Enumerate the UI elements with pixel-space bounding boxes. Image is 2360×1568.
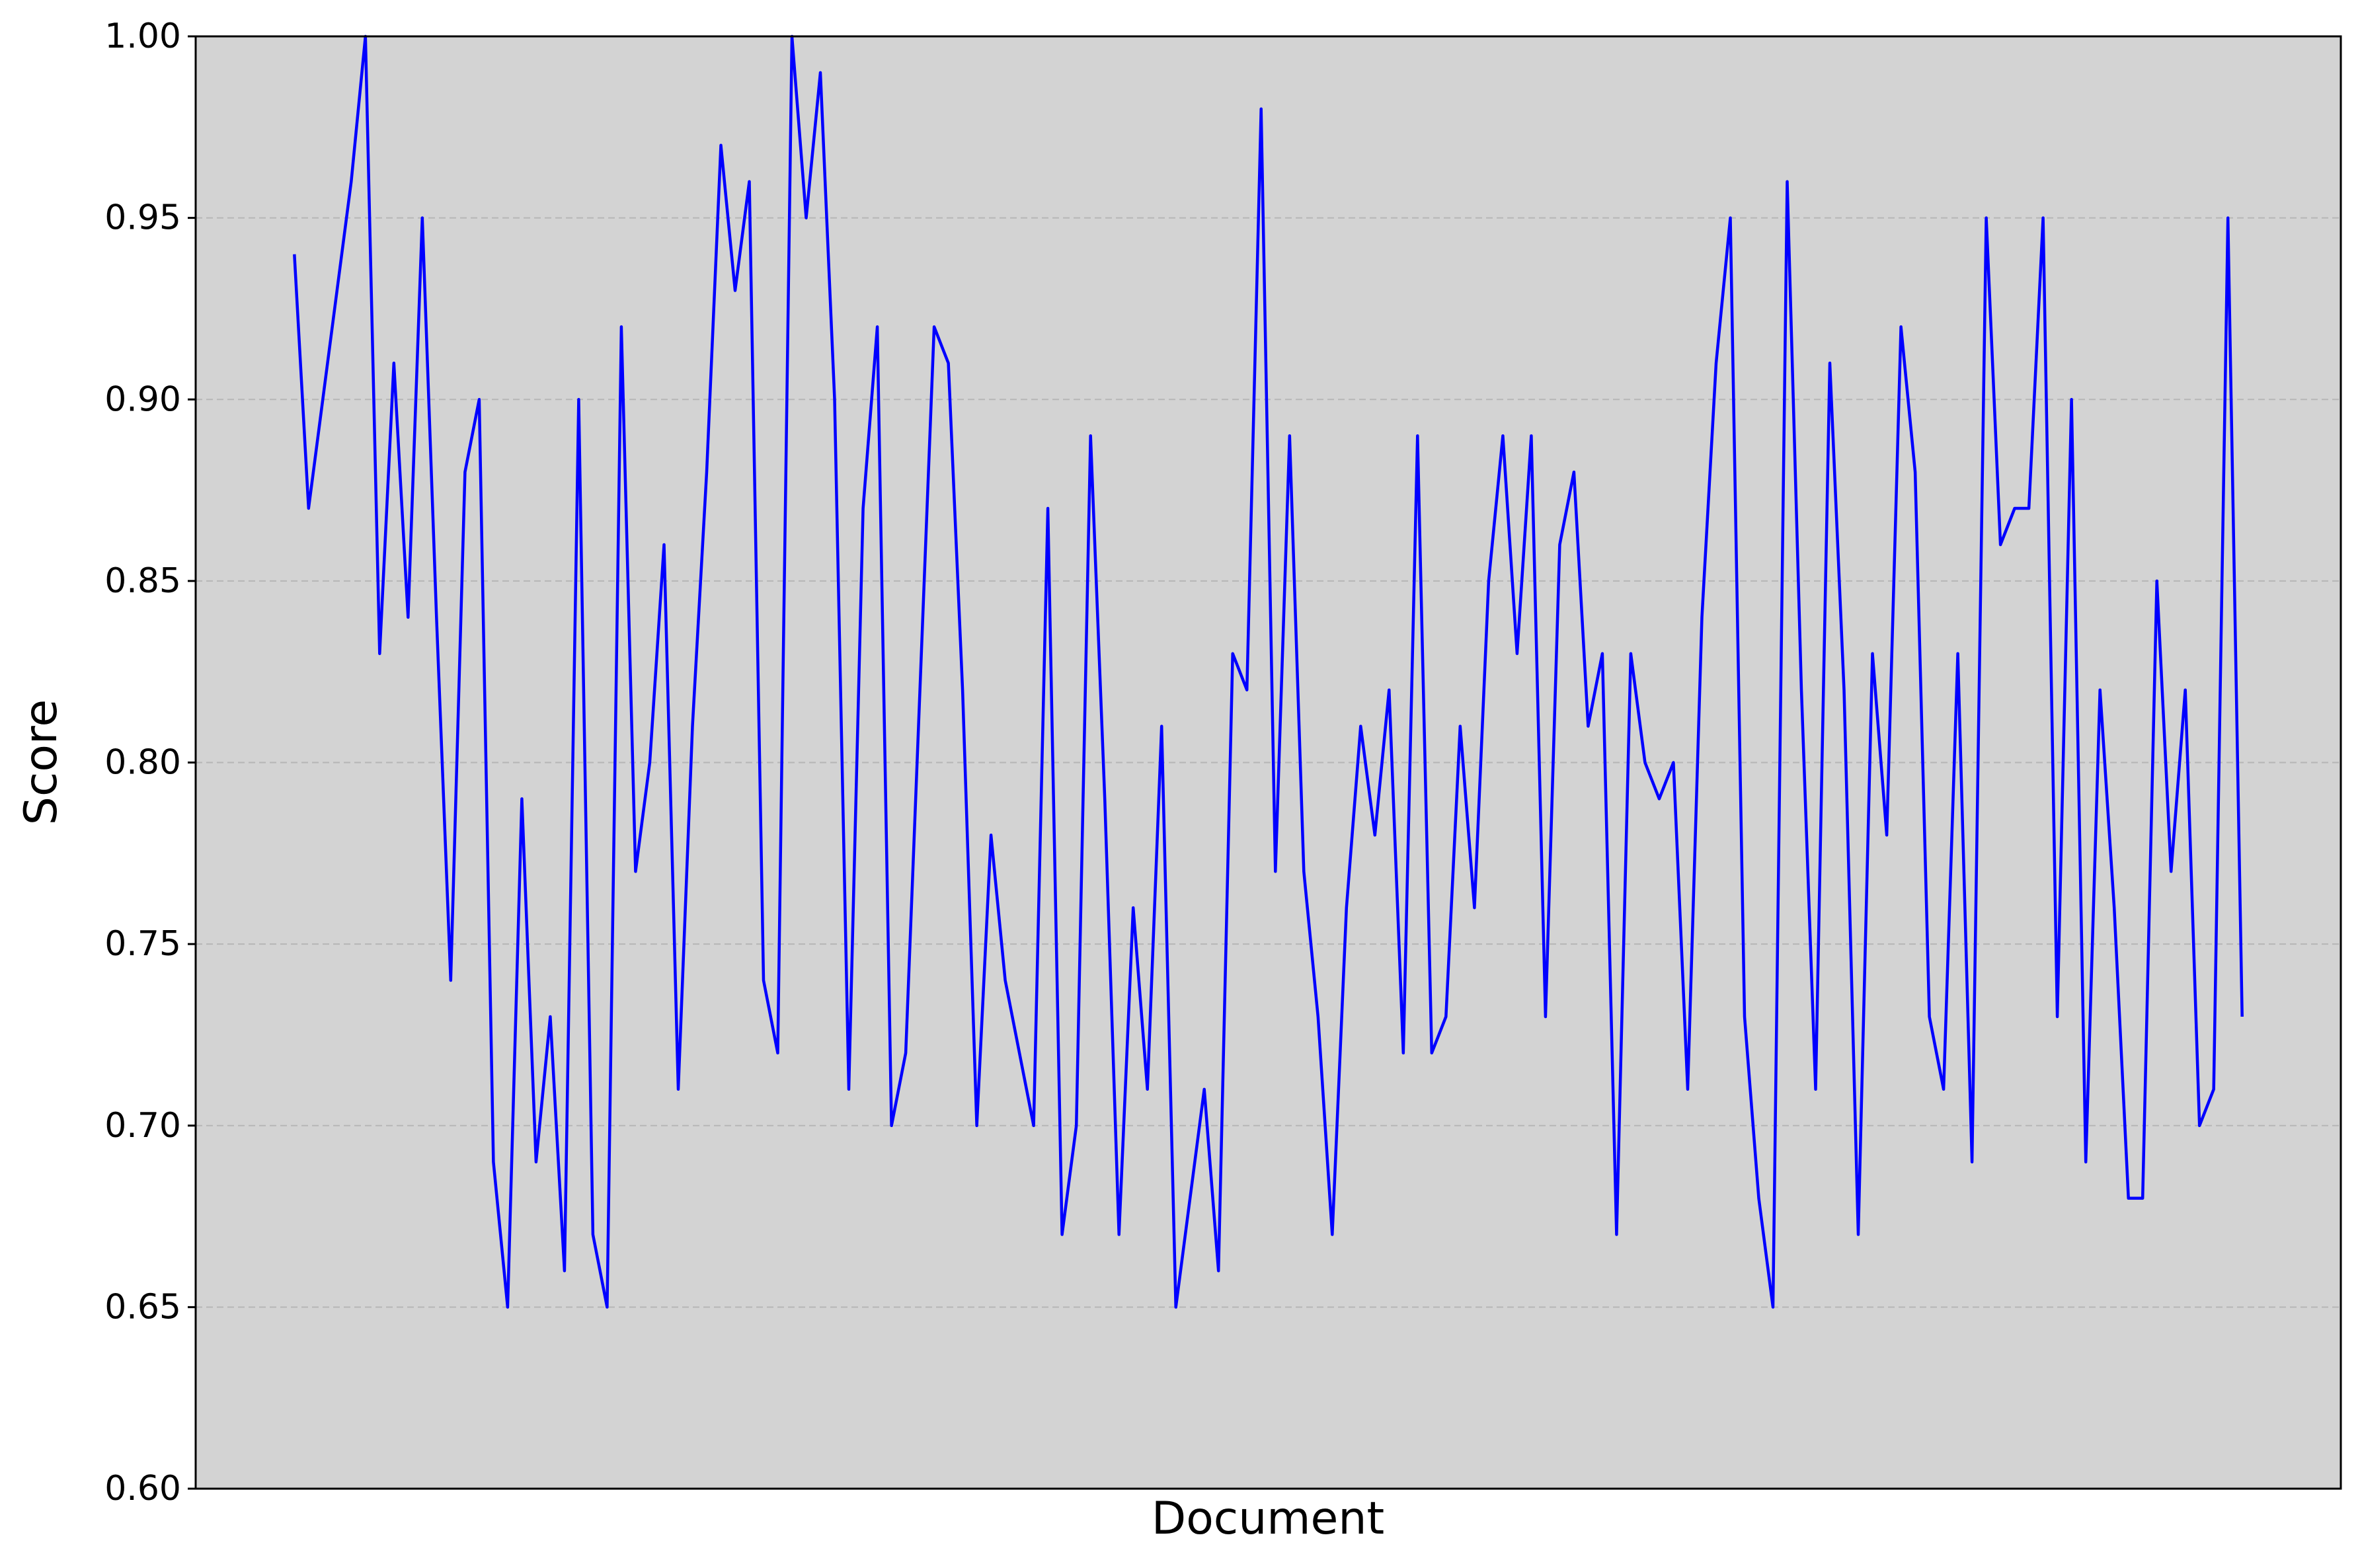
y-tick-label: 0.85 <box>104 561 181 601</box>
y-tick-label: 0.80 <box>104 743 181 783</box>
y-tick-label: 0.60 <box>104 1469 181 1509</box>
y-axis-label: Score <box>15 699 67 825</box>
x-axis-label: Document <box>1152 1493 1384 1545</box>
y-tick-label: 0.75 <box>104 924 181 964</box>
y-tick-label: 0.70 <box>104 1106 181 1146</box>
y-tick-label: 0.65 <box>104 1287 181 1327</box>
y-tick-label: 0.90 <box>104 379 181 419</box>
y-tick-label: 1.00 <box>104 17 181 56</box>
y-tick-label: 0.95 <box>104 198 181 238</box>
line-series <box>293 34 2244 1309</box>
